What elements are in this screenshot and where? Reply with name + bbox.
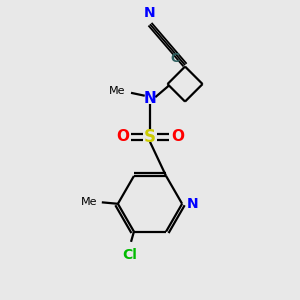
Text: O: O xyxy=(171,129,184,144)
Text: S: S xyxy=(144,128,156,146)
Text: Cl: Cl xyxy=(122,248,137,262)
Text: N: N xyxy=(187,197,198,211)
Text: O: O xyxy=(116,129,129,144)
Text: N: N xyxy=(144,6,156,20)
Text: Me: Me xyxy=(81,197,98,207)
Text: Me: Me xyxy=(109,86,125,96)
Text: N: N xyxy=(144,91,156,106)
Text: C: C xyxy=(171,52,180,65)
